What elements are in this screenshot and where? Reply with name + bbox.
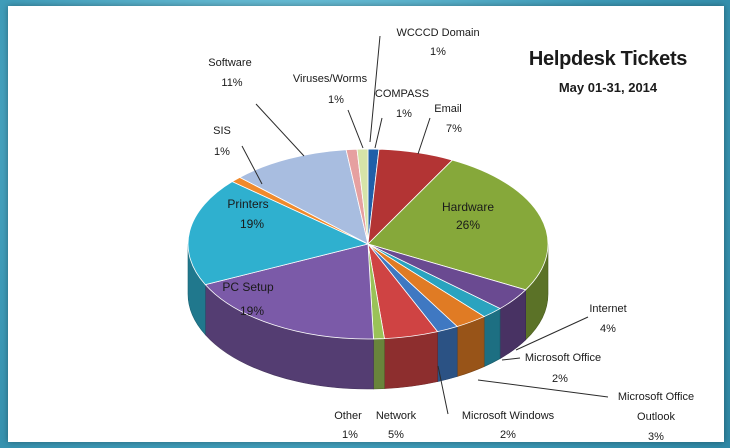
slice-pct-microsoft-office-outlook: 3% [648, 431, 664, 442]
slice-pct-viruses-worms: 1% [328, 94, 344, 106]
chart-subtitle: May 01-31, 2014 [558, 80, 658, 95]
slice-label-printers: Printers [227, 197, 268, 211]
slice-label-other: Other [334, 410, 362, 422]
slice-pct-printers: 19% [240, 217, 264, 231]
slice-label-pc-setup: PC Setup [222, 280, 274, 294]
pie-top [187, 148, 549, 340]
pie-slice-software [238, 149, 369, 245]
slice-label-microsoft-office-outlook: Microsoft Office [618, 391, 694, 403]
pie-side-network [384, 331, 438, 389]
leader-line-wcccd-domain [369, 35, 381, 143]
pie-leader-lines [241, 35, 609, 415]
chart-title: Helpdesk Tickets [528, 48, 688, 70]
pie-slice-pc-setup [204, 243, 374, 340]
pie-slice-hardware [367, 159, 549, 291]
pie-outer-labels: COMPASS 1% Email 7% Internet 4% Microsoft Offi… [208, 27, 694, 442]
slice-label-microsoft-office: Microsoft Office [525, 352, 601, 364]
slice-pct-other: 1% [342, 429, 358, 441]
slice-label-sis: SIS [213, 125, 231, 137]
slice-pct-software: 11% [221, 77, 242, 89]
slice-pct-hardware: 26% [456, 218, 480, 232]
slice-label-software: Software [208, 57, 251, 69]
pie-chart: Hardware 26% PC Setup 19% Printers 19% COMPAS… [187, 27, 694, 442]
slice-label-wcccd-domain: WCCCD Domain [396, 27, 479, 39]
leader-line-internet [515, 316, 589, 351]
chart-frame: Helpdesk Tickets May 01-31, 2014 Hardwar… [8, 6, 724, 442]
slice-label-viruses-worms: Viruses/Worms [293, 73, 368, 85]
leader-line-viruses-worms [347, 109, 364, 149]
pie-slice-wcccd-domain [356, 148, 369, 245]
slice-label-internet: Internet [589, 303, 626, 315]
slice-label-email: Email [434, 103, 462, 115]
slice-label-microsoft-windows: Microsoft Windows [462, 410, 555, 422]
slice-pct-compass: 1% [396, 108, 412, 120]
slice-label-compass: COMPASS [375, 88, 429, 100]
pie-side-microsoft-office [483, 308, 501, 368]
leader-line-compass [374, 117, 383, 149]
leader-line-sis [241, 145, 263, 185]
slice-pct-sis: 1% [214, 146, 230, 158]
slice-pct-microsoft-windows: 2% [500, 429, 516, 441]
slice-pct-microsoft-office: 2% [552, 373, 568, 385]
slice-pct-internet: 4% [600, 323, 616, 335]
leader-line-microsoft-windows [437, 365, 449, 415]
slice-label-microsoft-office-outlook-line2: Outlook [637, 411, 675, 423]
slice-pct-network: 5% [388, 429, 404, 441]
slice-pct-pc-setup: 19% [240, 304, 264, 318]
pie-slice-printers [187, 181, 370, 286]
leader-line-microsoft-office-outlook [477, 379, 609, 398]
leader-line-microsoft-office [501, 357, 521, 361]
leader-line-email [417, 117, 431, 155]
pie-side-other [373, 338, 385, 390]
pie-inner-labels: Hardware 26% PC Setup 19% Printers 19% [222, 197, 494, 318]
pie-side-microsoft-windows [437, 326, 458, 383]
slice-pct-wcccd-domain: 1% [430, 46, 446, 58]
slice-label-network: Network [376, 410, 417, 422]
leader-line-software [255, 103, 305, 157]
pie-sides [187, 243, 549, 390]
slice-pct-email: 7% [446, 123, 462, 135]
slice-label-hardware: Hardware [442, 200, 494, 214]
